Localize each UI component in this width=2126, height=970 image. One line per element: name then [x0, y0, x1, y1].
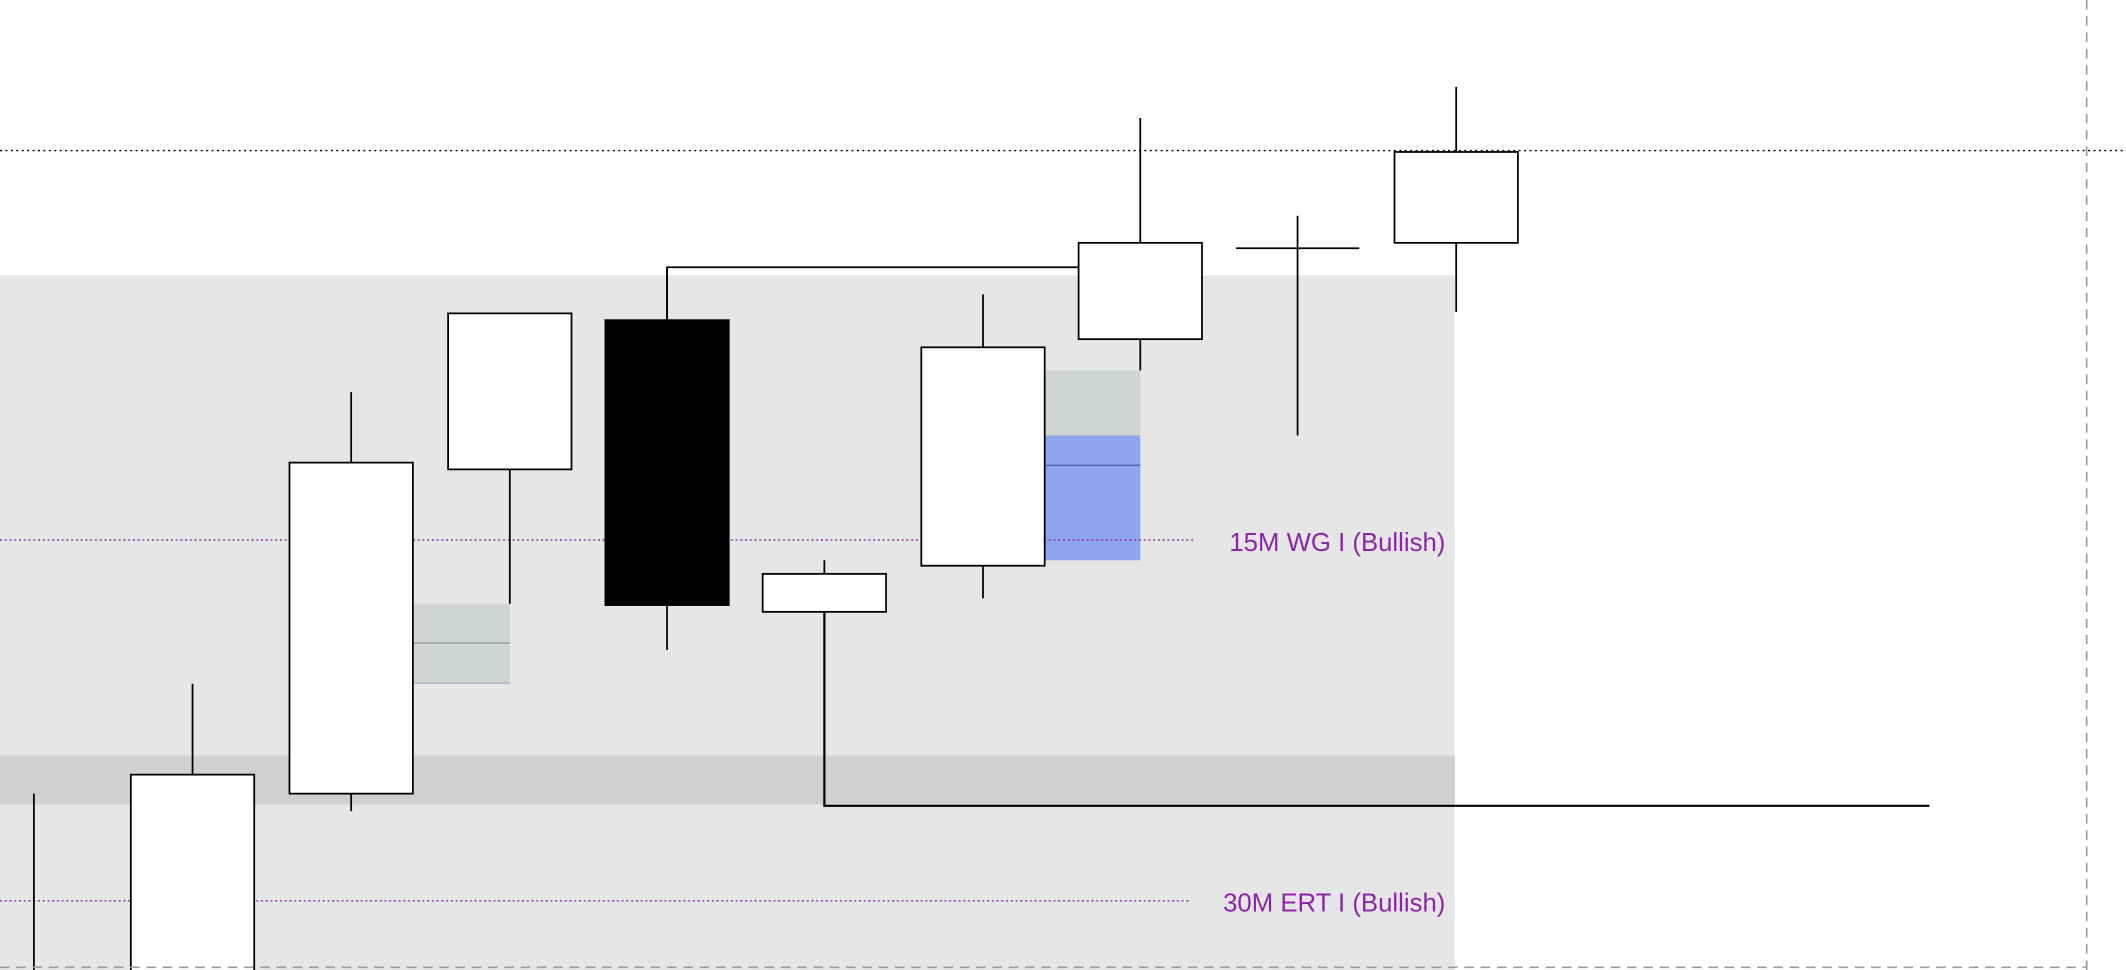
order-block-blue	[1045, 435, 1141, 561]
candle-body-bullish	[920, 346, 1046, 567]
fvg-box-2	[1045, 370, 1141, 436]
candle-body-bullish	[447, 312, 573, 471]
fvg-box-1	[413, 603, 510, 684]
candles-layer	[33, 86, 1519, 970]
candle-body-bullish	[761, 572, 887, 613]
candle-body-bullish	[1077, 241, 1203, 341]
candle-body-bullish	[129, 773, 256, 970]
level-30m-ert-label: 30M ERT I (Bullish)	[1223, 890, 1445, 918]
candle-body-bullish	[288, 461, 414, 795]
level-15m-wg-label: 15M WG I (Bullish)	[1229, 529, 1445, 557]
candle-body-bullish	[1393, 151, 1519, 244]
candle-body-bearish	[604, 319, 730, 606]
